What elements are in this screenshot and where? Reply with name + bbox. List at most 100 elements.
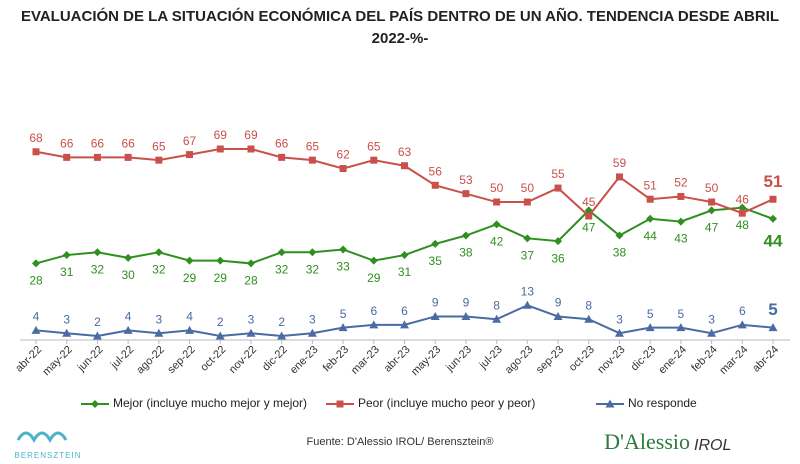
marker [31, 325, 41, 334]
logo-left-icon [16, 431, 68, 444]
data-label: 69 [214, 128, 228, 142]
data-label: 47 [582, 221, 596, 235]
marker [185, 325, 195, 334]
marker [615, 231, 624, 240]
x-tick-label: sep-22 [165, 344, 197, 376]
marker [554, 237, 563, 246]
marker [154, 328, 164, 337]
marker [585, 212, 593, 220]
marker [124, 253, 133, 262]
x-tick-label: jun-23 [443, 344, 474, 375]
data-label: 66 [275, 137, 289, 151]
x-tick-label: feb-23 [321, 344, 352, 375]
data-label: 2 [217, 315, 224, 329]
marker [738, 203, 747, 212]
data-label: 6 [370, 304, 377, 318]
series-line [35, 148, 774, 218]
data-label: 38 [613, 246, 627, 260]
x-tick-label: sep-23 [534, 344, 566, 376]
data-label: 44 [764, 232, 783, 251]
marker [336, 400, 344, 408]
marker [431, 181, 439, 189]
marker [769, 195, 777, 203]
data-label: 59 [613, 156, 627, 170]
x-tick-label: abr-24 [750, 344, 781, 375]
logo-right: D'Alessio [604, 429, 690, 454]
marker [492, 314, 502, 323]
marker [277, 248, 286, 257]
data-label: 42 [490, 235, 504, 249]
data-label: 45 [582, 195, 596, 209]
marker [216, 256, 225, 265]
x-tick-label: mar-24 [717, 344, 750, 377]
data-label: 66 [60, 137, 74, 151]
marker [645, 323, 655, 332]
data-label: 6 [401, 304, 408, 318]
data-label: 5 [768, 300, 777, 319]
x-tick-label: dic-22 [260, 344, 290, 374]
data-label: 5 [678, 307, 685, 321]
marker [605, 399, 615, 408]
marker [676, 217, 685, 226]
marker [370, 156, 378, 164]
x-tick-label: jun-22 [75, 344, 106, 375]
marker [123, 325, 133, 334]
marker [278, 153, 286, 161]
data-label: 66 [121, 137, 135, 151]
marker [522, 300, 532, 309]
data-label: 3 [248, 312, 255, 326]
data-label: 46 [736, 192, 750, 206]
marker [216, 145, 224, 153]
x-tick-label: ene-23 [288, 344, 321, 377]
data-label: 56 [429, 164, 443, 178]
marker [32, 259, 40, 268]
data-label: 53 [459, 173, 473, 187]
marker [93, 153, 101, 161]
data-label: 4 [186, 310, 193, 324]
marker [523, 234, 532, 243]
data-label: 5 [647, 307, 654, 321]
marker [246, 259, 255, 268]
marker [401, 162, 408, 170]
data-label: 3 [63, 312, 70, 326]
marker [461, 311, 471, 320]
data-label: 30 [121, 268, 135, 282]
x-tick-label: ene-24 [656, 344, 689, 377]
marker [186, 151, 194, 159]
marker [277, 331, 287, 340]
x-tick-label: nov-23 [595, 344, 627, 376]
data-label: 32 [275, 262, 289, 276]
data-label: 63 [398, 145, 412, 159]
marker [430, 311, 440, 320]
x-tick-label: jul-23 [477, 344, 505, 372]
marker [308, 248, 317, 257]
marker [523, 198, 531, 206]
marker [247, 145, 255, 153]
x-tick-label: may-22 [40, 344, 74, 378]
marker [493, 198, 501, 206]
marker [307, 328, 317, 337]
logo-left: BERENSZTEIN [14, 451, 81, 460]
marker [339, 165, 347, 173]
x-tick-label: mar-23 [349, 344, 382, 377]
marker [554, 184, 562, 192]
marker [246, 328, 256, 337]
data-label: 67 [183, 134, 197, 148]
marker [461, 231, 470, 240]
marker [738, 209, 746, 217]
marker [369, 256, 378, 265]
marker [584, 314, 594, 323]
data-label: 31 [60, 265, 74, 279]
marker [93, 248, 102, 257]
marker [92, 331, 102, 340]
data-label: 31 [398, 265, 412, 279]
data-label: 69 [244, 128, 258, 142]
marker [707, 328, 717, 337]
data-label: 9 [432, 296, 439, 310]
marker [62, 251, 71, 260]
marker [155, 156, 163, 164]
data-label: 3 [616, 312, 623, 326]
data-label: 68 [29, 131, 43, 145]
data-label: 36 [551, 251, 565, 265]
x-tick-label: ago-23 [503, 344, 536, 377]
